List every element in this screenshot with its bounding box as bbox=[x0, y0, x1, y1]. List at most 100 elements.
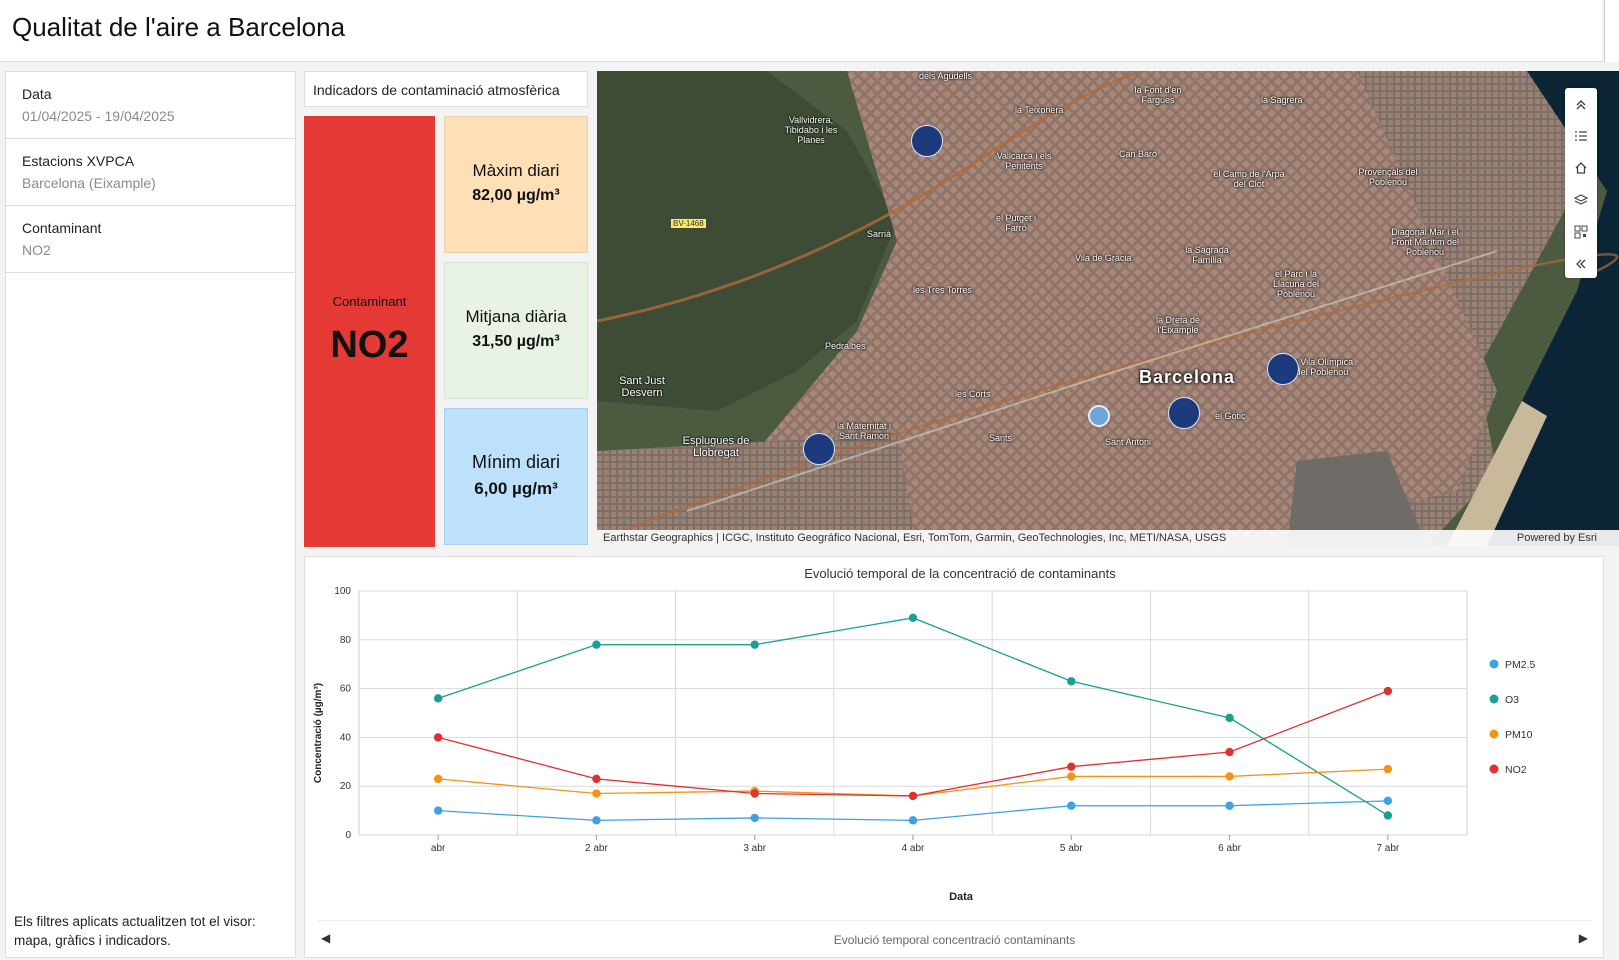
data-point[interactable] bbox=[592, 789, 601, 798]
map-label: la Sagrada Família bbox=[1185, 245, 1229, 265]
map-label: el Parc i la Llacuna del Poblenou bbox=[1272, 269, 1320, 299]
map-label: la Dreta de l'Eixample bbox=[1155, 315, 1201, 335]
min-value: 6,00 µg/m³ bbox=[474, 479, 558, 498]
data-point[interactable] bbox=[592, 640, 601, 649]
data-point[interactable] bbox=[1225, 801, 1234, 810]
series-line-no2[interactable] bbox=[437, 690, 1389, 797]
filters-note: Els filtres aplicats actualitzen tot el … bbox=[14, 914, 256, 948]
filters-panel: Data 01/04/2025 - 19/04/2025 Estacions X… bbox=[5, 71, 296, 958]
data-point[interactable] bbox=[1067, 801, 1076, 810]
data-point[interactable] bbox=[433, 694, 443, 703]
data-point[interactable] bbox=[1067, 772, 1076, 781]
road-label: BV-1468 bbox=[671, 219, 706, 228]
map-toolbar bbox=[1565, 88, 1597, 278]
data-point[interactable] bbox=[1225, 713, 1234, 723]
data-point[interactable] bbox=[433, 733, 443, 742]
next-arrow-icon[interactable]: ▶ bbox=[1578, 931, 1588, 945]
data-point[interactable] bbox=[1383, 811, 1393, 820]
data-point[interactable] bbox=[750, 813, 759, 823]
station-marker[interactable] bbox=[1267, 353, 1299, 385]
map-label: Pedralbes bbox=[825, 341, 866, 351]
map-label: la Vila Olímpica del Poblenou bbox=[1290, 357, 1354, 377]
filter-stations-label: Estacions XVPCA bbox=[22, 153, 135, 169]
max-indicator: Màxim diari 82,00 µg/m³ bbox=[444, 116, 588, 253]
x-axis-label: Data bbox=[949, 891, 974, 903]
chevron-up-icon[interactable] bbox=[1565, 88, 1597, 120]
filter-pollutant[interactable]: Contaminant NO2 bbox=[6, 206, 295, 273]
data-point[interactable] bbox=[908, 791, 918, 801]
filter-date-label: Data bbox=[22, 86, 52, 102]
avg-value: 31,50 µg/m³ bbox=[472, 333, 560, 350]
x-tick-label: 6 abr bbox=[1218, 843, 1241, 854]
map-label: les Corts bbox=[955, 389, 991, 399]
data-point[interactable] bbox=[433, 806, 443, 815]
map-label: Can Baró bbox=[1119, 149, 1158, 159]
max-value: 82,00 µg/m³ bbox=[472, 187, 560, 204]
station-marker[interactable] bbox=[803, 433, 835, 465]
data-point[interactable] bbox=[1067, 677, 1076, 686]
powered-by[interactable]: Powered by Esri bbox=[1516, 532, 1597, 544]
y-tick-label: 80 bbox=[340, 635, 352, 646]
chart-carousel: ◀ Evolució temporal concentració contami… bbox=[317, 920, 1592, 956]
data-point[interactable] bbox=[1225, 747, 1234, 757]
legend-marker bbox=[1489, 729, 1499, 739]
map-label: Esplugues de Llobregat bbox=[682, 435, 750, 459]
legend-label[interactable]: NO2 bbox=[1505, 764, 1527, 776]
collapse-icon[interactable] bbox=[1565, 248, 1597, 280]
y-tick-label: 40 bbox=[340, 732, 352, 743]
filter-stations-value: Barcelona (Eixample) bbox=[22, 175, 156, 191]
qr-code-icon[interactable] bbox=[1565, 216, 1597, 248]
min-label: Mínim diari bbox=[471, 452, 560, 472]
data-point[interactable] bbox=[1383, 764, 1393, 774]
line-chart: Evolució temporal de la concentració de … bbox=[313, 566, 1536, 903]
indicators-title: Indicadors de contaminació atmosfèrica bbox=[304, 71, 588, 107]
map-label: el Gòtic bbox=[1215, 411, 1246, 421]
filter-stations[interactable]: Estacions XVPCA Barcelona (Eixample) bbox=[6, 139, 295, 206]
data-point[interactable] bbox=[1383, 796, 1393, 806]
map-label: la Font d'en Fargues bbox=[1134, 85, 1182, 105]
filter-date[interactable]: Data 01/04/2025 - 19/04/2025 bbox=[6, 72, 295, 139]
data-point[interactable] bbox=[908, 613, 918, 623]
chart-grid: 0 20 40 60 80 100 abr 2 abr 3 abr 4 abr 5 abr 6 abr… bbox=[334, 586, 1468, 854]
data-point[interactable] bbox=[1383, 686, 1393, 696]
y-axis-label: Concentració (µg/m³) bbox=[313, 683, 324, 783]
data-point[interactable] bbox=[592, 816, 601, 825]
legend-label[interactable]: PM2.5 bbox=[1505, 659, 1536, 671]
pollutant-label: Contaminant bbox=[332, 294, 407, 309]
legend-label[interactable]: PM10 bbox=[1505, 729, 1533, 741]
legend-label[interactable]: O3 bbox=[1505, 694, 1519, 706]
data-point[interactable] bbox=[750, 640, 759, 649]
station-marker[interactable] bbox=[1168, 397, 1200, 429]
page-title: Qualitat de l'aire a Barcelona bbox=[12, 12, 346, 42]
legend-list-icon[interactable] bbox=[1565, 120, 1597, 152]
map-label: Vallvidrera, Tibidabo i les Planes bbox=[784, 115, 838, 145]
map-view[interactable]: BV-1468 dels Agudells la Font d'en Fargu… bbox=[597, 71, 1619, 546]
map-label: la Teixonera bbox=[1015, 105, 1064, 115]
map-city-label: Barcelona bbox=[1139, 367, 1236, 387]
map-label: el Putget i Farró bbox=[995, 213, 1037, 233]
chart-legend: PM2.5 O3 PM10 NO2 bbox=[1489, 659, 1536, 776]
home-icon[interactable] bbox=[1565, 152, 1597, 184]
selected-station-marker[interactable] bbox=[1088, 405, 1110, 427]
y-tick-label: 0 bbox=[345, 830, 351, 841]
map-label: Sants bbox=[989, 433, 1013, 443]
layers-icon[interactable] bbox=[1565, 184, 1597, 216]
data-point[interactable] bbox=[1225, 772, 1234, 781]
data-point[interactable] bbox=[592, 774, 601, 784]
filter-pollutant-label: Contaminant bbox=[22, 220, 102, 236]
previous-arrow-icon[interactable]: ◀ bbox=[321, 931, 331, 945]
scrollbar[interactable] bbox=[1604, 0, 1619, 62]
y-tick-label: 20 bbox=[340, 781, 352, 792]
data-point[interactable] bbox=[750, 789, 759, 798]
map-label: dels Agudells bbox=[919, 71, 973, 81]
filter-date-value: 01/04/2025 - 19/04/2025 bbox=[22, 108, 175, 124]
map-label: Vila de Gràcia bbox=[1075, 253, 1132, 263]
station-marker[interactable] bbox=[911, 125, 943, 157]
app-header: Qualitat de l'aire a Barcelona bbox=[0, 0, 1602, 62]
data-point[interactable] bbox=[433, 774, 443, 784]
data-point[interactable] bbox=[1067, 762, 1076, 771]
data-point[interactable] bbox=[908, 816, 918, 825]
pollutant-value: NO2 bbox=[330, 324, 409, 366]
map-label: la Sagrera bbox=[1261, 95, 1303, 105]
x-tick-label: 2 abr bbox=[585, 843, 608, 854]
